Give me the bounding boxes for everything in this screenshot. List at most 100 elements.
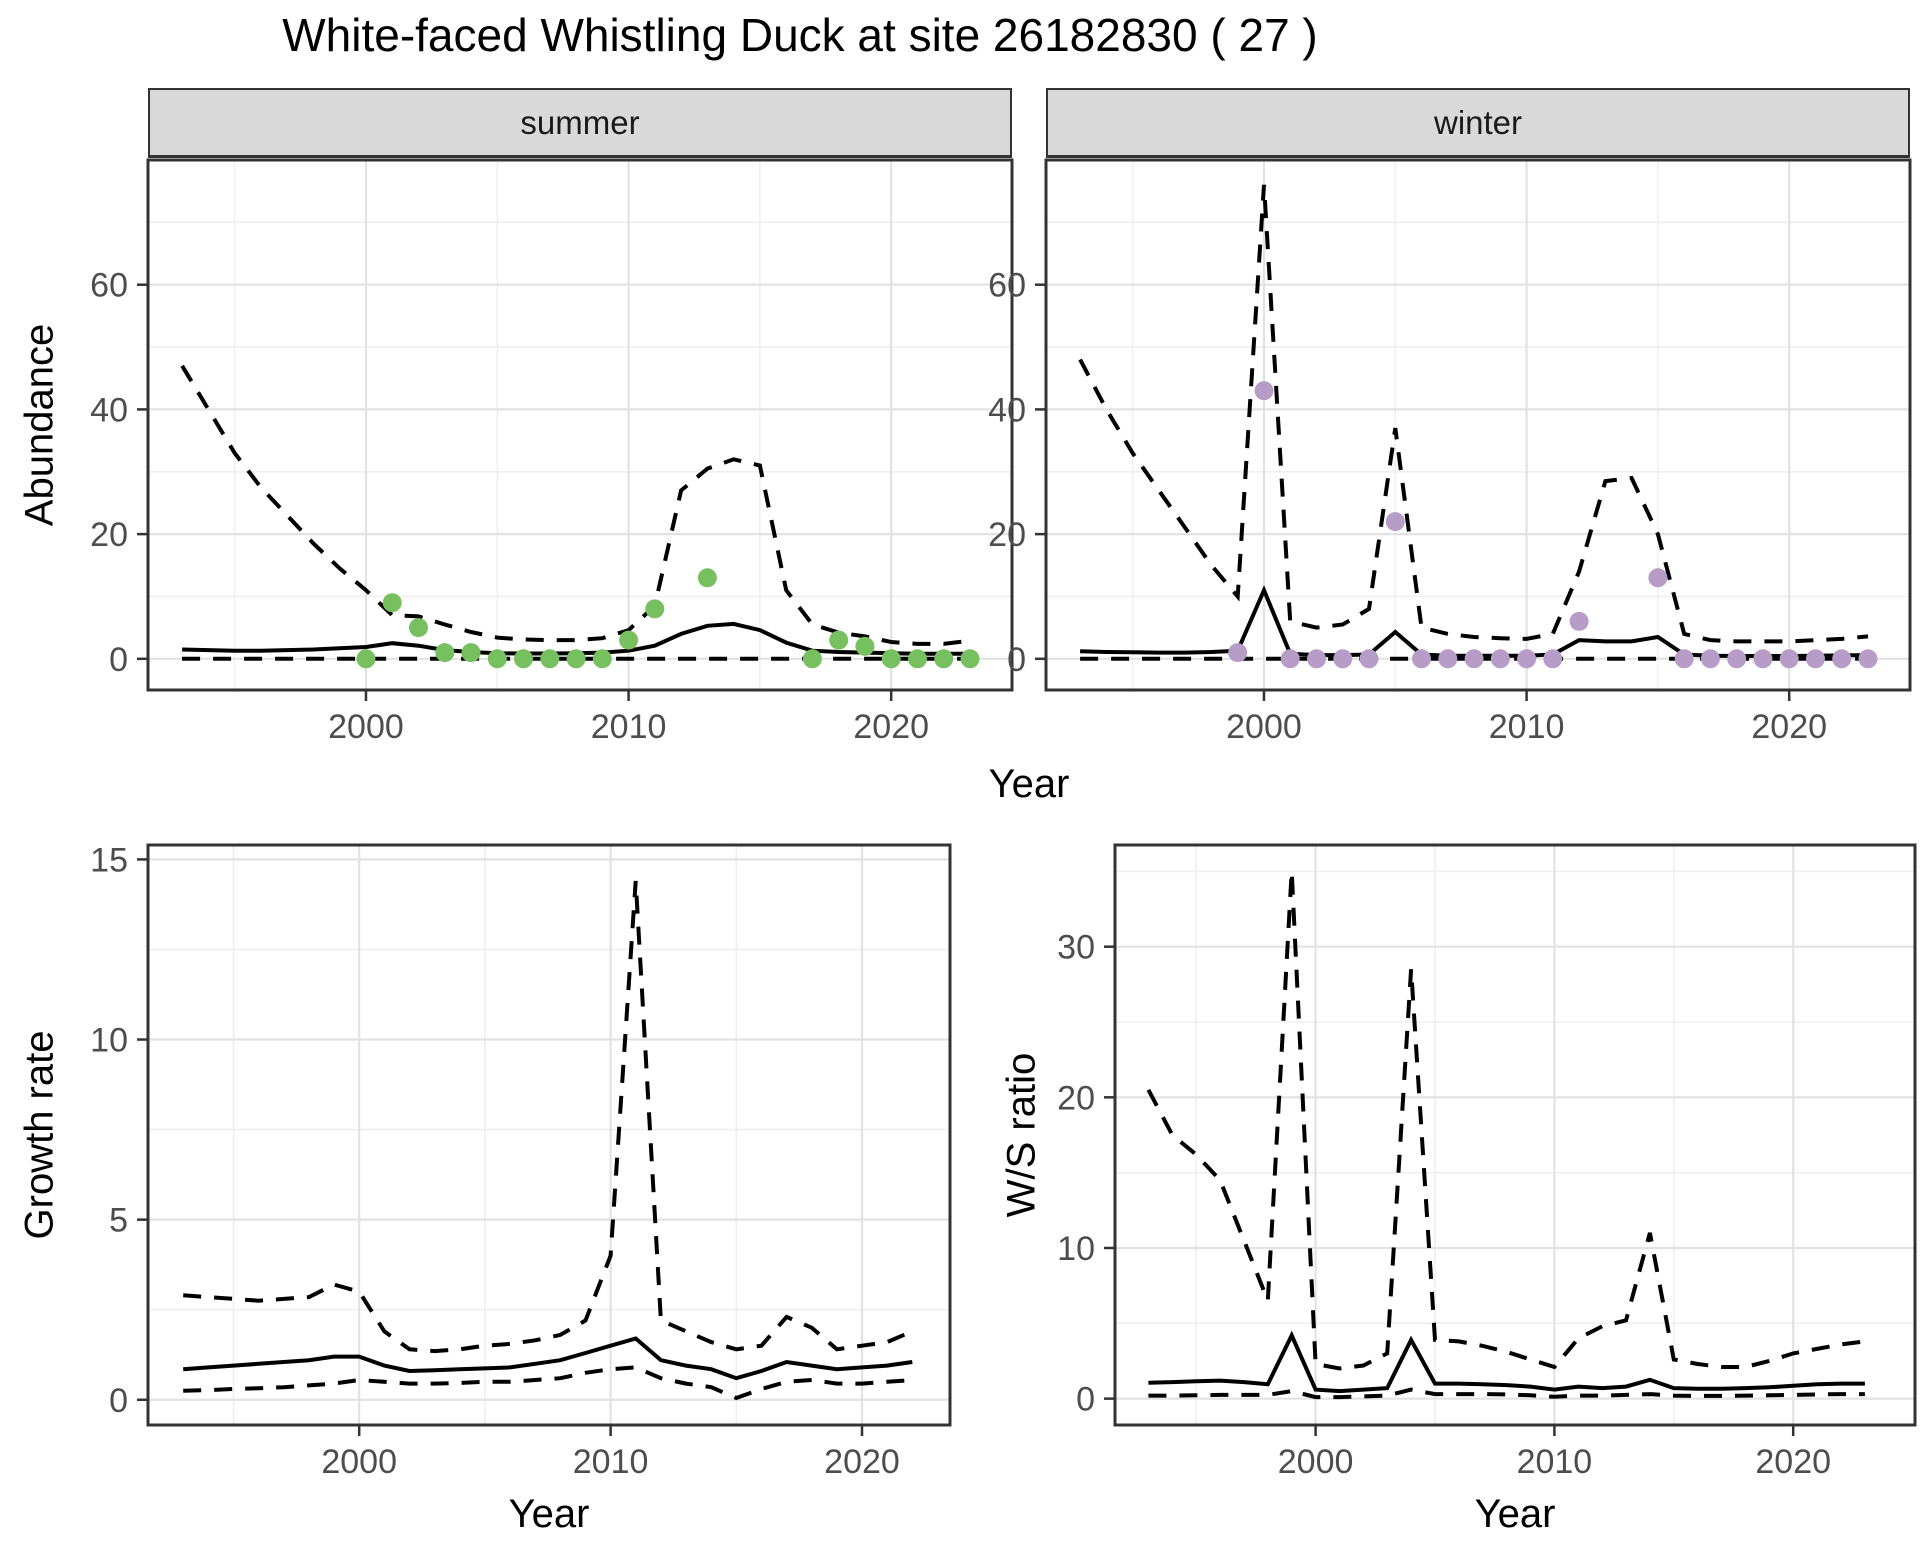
abundance-summer-data-point — [409, 618, 428, 638]
ws-ratio-border — [1113, 843, 1917, 1427]
y-tick-label: 60 — [90, 267, 128, 305]
abundance-summer-data-point — [855, 636, 875, 656]
growth-rate-upper_ci-line — [183, 880, 914, 1354]
x-tick-label: 2000 — [1226, 708, 1302, 746]
figure-title: White-faced Whistling Duck at site 26182… — [282, 9, 1318, 61]
abundance-summer-data-point — [802, 649, 822, 669]
ws-ratio-series — [1146, 871, 1866, 1400]
abundance-summer-plot: 2000 2010 2020 0 20 40 60 — [90, 158, 1014, 746]
abundance-winter-data-point — [1806, 649, 1825, 669]
abundance-summer-data-point — [619, 630, 639, 650]
abundance-winter-data-point — [1858, 649, 1878, 669]
abundance-summer-data-point — [487, 649, 507, 669]
x-tick-label: 2000 — [1278, 1443, 1354, 1481]
x-tick-label: 2020 — [1755, 1443, 1831, 1481]
abundance-winter-data-point — [1700, 649, 1720, 669]
y-tick-label: 30 — [1057, 929, 1095, 967]
growth-rate-border — [146, 843, 952, 1427]
abundance-winter-median-line — [1080, 585, 1869, 658]
x-axis-label-year-top: Year — [988, 762, 1070, 806]
panel-ws-ratio: 2000 2010 2020 0 10 20 30 — [1057, 843, 1917, 1481]
y-tick-label: 10 — [1057, 1230, 1095, 1268]
y-tick-label: 0 — [1007, 641, 1026, 679]
y-tick-label: 20 — [988, 516, 1026, 554]
panel-growth-rate: 2000 2010 2020 0 5 10 15 — [90, 841, 952, 1481]
y-tick-label: 15 — [90, 841, 128, 879]
x-tick-label: 2010 — [1489, 708, 1565, 746]
abundance-summer-data-point — [934, 649, 954, 669]
abundance-winter-data-point — [1280, 649, 1300, 669]
abundance-summer-data-point — [645, 599, 665, 619]
panel-abundance-summer: 2000 2010 2020 0 20 40 60 — [90, 158, 1014, 746]
y-tick-label: 20 — [90, 516, 128, 554]
abundance-summer-data-point — [540, 649, 560, 669]
y-tick-label: 40 — [90, 391, 128, 429]
abundance-summer-data-point — [382, 593, 402, 613]
y-axis-label-ws-ratio: W/S ratio — [999, 1052, 1044, 1218]
x-axis-label-year-growth: Year — [508, 1492, 590, 1536]
abundance-summer-data-point — [908, 649, 927, 669]
abundance-summer-data-point — [566, 649, 586, 669]
abundance-winter-data-point — [1254, 381, 1274, 401]
abundance-winter-data-point — [1385, 512, 1405, 532]
abundance-winter-data-point — [1727, 649, 1747, 669]
abundance-winter-data-point — [1438, 649, 1458, 669]
abundance-summer-data-point — [697, 568, 717, 588]
abundance-winter-data-point — [1464, 649, 1484, 669]
y-tick-label: 20 — [1057, 1079, 1095, 1117]
x-tick-label: 2020 — [1751, 708, 1827, 746]
y-tick-label: 60 — [988, 267, 1026, 305]
abundance-winter-upper_ci-line — [1078, 184, 1869, 644]
abundance-summer-upper_ci-line — [180, 364, 971, 646]
y-tick-label: 0 — [109, 641, 128, 679]
y-tick-label: 0 — [109, 1382, 128, 1420]
x-tick-label: 2000 — [321, 1443, 397, 1481]
growth-rate-median-line — [183, 1336, 913, 1381]
x-tick-label: 2020 — [853, 708, 929, 746]
abundance-winter-data-point — [1333, 649, 1353, 669]
x-tick-label: 2000 — [328, 708, 404, 746]
growth-rate-plot: 2000 2010 2020 0 5 10 15 — [90, 841, 952, 1481]
abundance-summer-data-point — [881, 649, 901, 669]
abundance-winter-data-point — [1753, 649, 1773, 669]
abundance-summer-data-point — [960, 649, 980, 669]
y-tick-label: 0 — [1076, 1381, 1095, 1419]
abundance-summer-data-point — [592, 649, 612, 669]
abundance-winter-plot: 2000 2010 2020 0 20 40 60 — [988, 158, 1912, 746]
ws-ratio-lower_ci-line — [1148, 1387, 1865, 1400]
abundance-summer-data-point — [435, 643, 455, 663]
growth-rate-series — [183, 880, 914, 1401]
x-axis-label-year-ws: Year — [1474, 1492, 1556, 1536]
abundance-winter-data-point — [1228, 643, 1248, 663]
y-tick-label: 10 — [90, 1022, 128, 1060]
x-tick-label: 2010 — [1517, 1443, 1593, 1481]
y-tick-label: 5 — [109, 1202, 128, 1240]
abundance-summer-series — [180, 364, 980, 669]
abundance-winter-data-point — [1543, 649, 1563, 669]
panel-abundance-winter: 2000 2010 2020 0 20 40 60 — [988, 158, 1912, 746]
facet-strip-summer-label: summer — [520, 103, 640, 141]
abundance-winter-data-point — [1674, 649, 1694, 669]
abundance-winter-series — [1078, 184, 1878, 669]
ws-ratio-median-line — [1148, 1330, 1865, 1394]
facet-strip-winter: winter — [1046, 88, 1910, 158]
x-tick-label: 2020 — [824, 1443, 900, 1481]
abundance-summer-data-point — [356, 649, 376, 669]
abundance-winter-data-point — [1307, 649, 1326, 669]
facet-strip-summer: summer — [148, 88, 1012, 158]
abundance-winter-data-point — [1490, 649, 1510, 669]
x-tick-label: 2010 — [573, 1443, 649, 1481]
abundance-winter-data-point — [1832, 649, 1852, 669]
abundance-summer-data-point — [514, 649, 533, 669]
x-tick-label: 2010 — [591, 708, 667, 746]
facet-strip-winter-label: winter — [1433, 103, 1523, 141]
y-tick-label: 40 — [988, 391, 1026, 429]
abundance-winter-data-point — [1779, 649, 1799, 669]
abundance-winter-data-point — [1648, 568, 1668, 588]
growth-rate-lower_ci-line — [183, 1365, 913, 1401]
abundance-winter-data-point — [1569, 611, 1589, 631]
ws-ratio-plot: 2000 2010 2020 0 10 20 30 — [1057, 843, 1917, 1481]
abundance-winter-data-point — [1412, 649, 1431, 669]
abundance-winter-border — [1044, 158, 1912, 692]
